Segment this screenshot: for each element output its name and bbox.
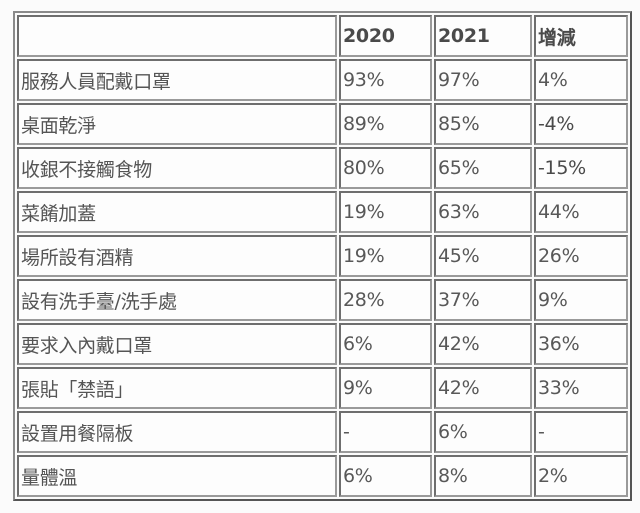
header-change: 增減 — [534, 15, 628, 57]
row-label: 收銀不接觸食物 — [17, 147, 337, 189]
value-2021: 97% — [434, 59, 532, 101]
value-2020: 9% — [339, 367, 432, 409]
value-change: 9% — [534, 279, 628, 321]
header-2021: 2021 — [434, 15, 532, 57]
row-label: 要求入內戴口罩 — [17, 323, 337, 365]
value-2021: 85% — [434, 103, 532, 145]
comparison-table: 2020 2021 增減 服務人員配戴口罩 93% 97% 4% 桌面乾淨 89… — [13, 11, 632, 501]
table-row: 場所設有酒精 19% 45% 26% — [17, 235, 628, 277]
value-change: 44% — [534, 191, 628, 233]
table-row: 菜餚加蓋 19% 63% 44% — [17, 191, 628, 233]
value-2020: 80% — [339, 147, 432, 189]
value-change: 2% — [534, 455, 628, 497]
value-2021: 63% — [434, 191, 532, 233]
value-change: 4% — [534, 59, 628, 101]
value-2021: 45% — [434, 235, 532, 277]
value-change: 33% — [534, 367, 628, 409]
value-change: -15% — [534, 147, 628, 189]
value-2021: 37% — [434, 279, 532, 321]
value-2020: 19% — [339, 191, 432, 233]
row-label: 張貼「禁語」 — [17, 367, 337, 409]
table-row: 服務人員配戴口罩 93% 97% 4% — [17, 59, 628, 101]
row-label: 服務人員配戴口罩 — [17, 59, 337, 101]
table-row: 要求入內戴口罩 6% 42% 36% — [17, 323, 628, 365]
row-label: 場所設有酒精 — [17, 235, 337, 277]
table-row: 設置用餐隔板 - 6% - — [17, 411, 628, 453]
value-2020: - — [339, 411, 432, 453]
row-label: 桌面乾淨 — [17, 103, 337, 145]
value-2021: 42% — [434, 367, 532, 409]
value-2020: 89% — [339, 103, 432, 145]
row-label: 設有洗手臺/洗手處 — [17, 279, 337, 321]
row-label: 菜餚加蓋 — [17, 191, 337, 233]
header-2020: 2020 — [339, 15, 432, 57]
header-item — [17, 15, 337, 57]
table-row: 桌面乾淨 89% 85% -4% — [17, 103, 628, 145]
row-label: 設置用餐隔板 — [17, 411, 337, 453]
value-2020: 6% — [339, 323, 432, 365]
value-change: -4% — [534, 103, 628, 145]
value-2020: 19% — [339, 235, 432, 277]
value-2020: 6% — [339, 455, 432, 497]
value-change: - — [534, 411, 628, 453]
value-2021: 42% — [434, 323, 532, 365]
value-change: 26% — [534, 235, 628, 277]
value-2021: 65% — [434, 147, 532, 189]
value-2020: 28% — [339, 279, 432, 321]
table-row: 設有洗手臺/洗手處 28% 37% 9% — [17, 279, 628, 321]
table-row: 收銀不接觸食物 80% 65% -15% — [17, 147, 628, 189]
table-row: 量體溫 6% 8% 2% — [17, 455, 628, 497]
table-row: 張貼「禁語」 9% 42% 33% — [17, 367, 628, 409]
value-change: 36% — [534, 323, 628, 365]
value-2021: 6% — [434, 411, 532, 453]
header-row: 2020 2021 增減 — [17, 15, 628, 57]
value-2020: 93% — [339, 59, 432, 101]
table-container: 2020 2021 增減 服務人員配戴口罩 93% 97% 4% 桌面乾淨 89… — [13, 11, 632, 501]
row-label: 量體溫 — [17, 455, 337, 497]
value-2021: 8% — [434, 455, 532, 497]
